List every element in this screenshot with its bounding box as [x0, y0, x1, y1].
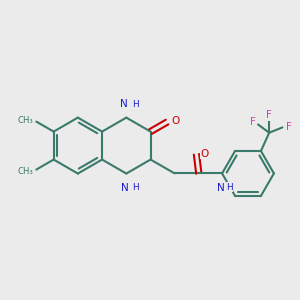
Text: H: H: [132, 183, 139, 192]
Text: O: O: [171, 116, 179, 126]
Text: N: N: [121, 183, 129, 193]
Text: CH₃: CH₃: [17, 116, 33, 124]
Text: N: N: [120, 99, 128, 109]
Text: F: F: [286, 122, 292, 132]
Text: H: H: [132, 100, 139, 109]
Text: N: N: [217, 183, 224, 193]
Text: F: F: [250, 117, 256, 127]
Text: H: H: [226, 183, 233, 192]
Text: O: O: [201, 149, 209, 159]
Text: CH₃: CH₃: [17, 167, 33, 176]
Text: F: F: [266, 110, 272, 120]
